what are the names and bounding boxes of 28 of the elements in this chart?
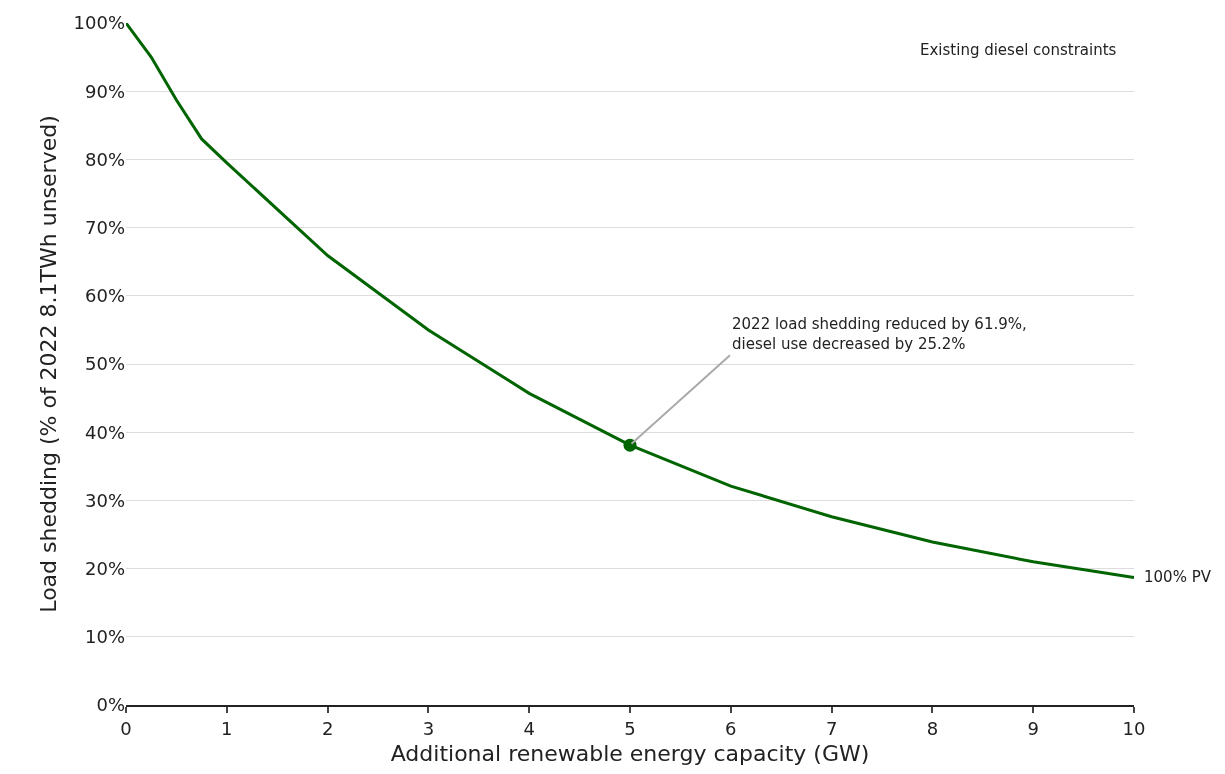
x-tick-label: 5	[624, 717, 636, 739]
y-tick-label: 0%	[96, 694, 125, 716]
x-axis-title: Additional renewable energy capacity (GW)	[390, 741, 870, 766]
y-tick-label: 20%	[84, 557, 125, 579]
y-tick-label: 40%	[84, 421, 125, 443]
y-tick-label: 90%	[84, 80, 125, 102]
x-tick-label: 9	[1027, 717, 1039, 739]
x-tick-label: 2	[321, 717, 334, 739]
y-tick-label: 50%	[84, 353, 125, 375]
y-tick-label: 80%	[84, 148, 125, 170]
line-series	[126, 23, 1134, 579]
y-tick-label: 60%	[84, 285, 125, 307]
series-label: 100% PV	[1144, 568, 1212, 586]
annotation: 2022 load shedding reduced by 61.9%, diesel use decreased by 25.2%	[732, 315, 1027, 353]
y-axis-title: Load shedding (% of 2022 8.1TWh unserved)	[36, 115, 62, 613]
y-tick-label: 70%	[84, 216, 125, 238]
x-tick-label: 0	[120, 717, 132, 739]
y-tick-label: 10%	[84, 626, 125, 648]
y-tick-label: 30%	[84, 489, 125, 511]
x-tick-label: 3	[422, 717, 435, 739]
annotation: Existing diesel constraints	[920, 41, 1117, 59]
x-tick-label: 7	[825, 717, 838, 739]
y-tick-label: 100%	[73, 12, 125, 34]
x-tick-label: 10	[1122, 717, 1146, 739]
x-tick-label: 1	[221, 717, 233, 739]
x-tick-label: 4	[523, 717, 535, 739]
x-tick-label: 8	[926, 717, 939, 739]
x-tick-label: 6	[725, 717, 737, 739]
